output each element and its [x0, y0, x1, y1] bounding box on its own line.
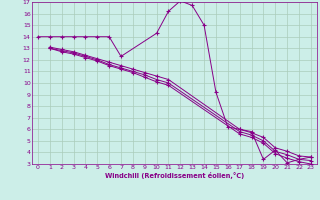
- X-axis label: Windchill (Refroidissement éolien,°C): Windchill (Refroidissement éolien,°C): [105, 172, 244, 179]
